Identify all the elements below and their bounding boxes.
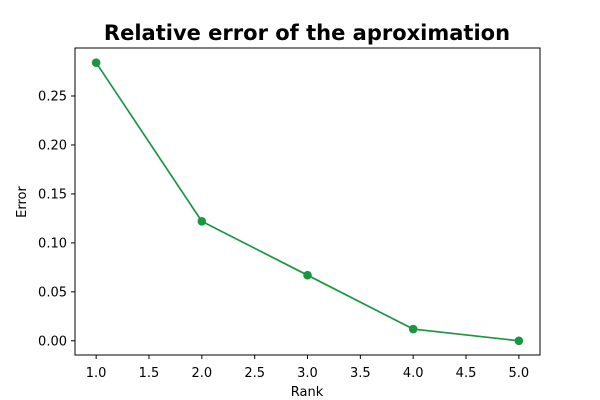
- x-tick-label: 2.5: [244, 366, 265, 381]
- x-tick-label: 4.5: [456, 366, 477, 381]
- y-tick-label: 0.00: [38, 334, 67, 349]
- x-tick-label: 5.0: [509, 366, 530, 381]
- y-tick-label: 0.10: [38, 236, 67, 251]
- data-point: [303, 270, 312, 280]
- x-axis-label: Rank: [291, 385, 324, 400]
- x-tick-label: 1.5: [139, 366, 160, 381]
- series-layer: [91, 58, 524, 346]
- plot-area-frame: [74, 47, 541, 356]
- data-point: [514, 336, 524, 346]
- y-axis-label: Error: [15, 186, 30, 218]
- x-tick-label: 3.0: [297, 366, 318, 381]
- y-tick-label: 0.05: [38, 285, 67, 300]
- series-line: [95, 62, 519, 342]
- chart-title: Relative error of the aproximation: [104, 21, 510, 45]
- x-axis: 1.0 1.5 2.0 2.5 3.0 3.5 4.0 4.5 5.0: [86, 355, 529, 381]
- x-tick-label: 3.5: [350, 366, 371, 381]
- x-tick-label: 1.0: [86, 366, 107, 381]
- data-point: [91, 58, 101, 67]
- data-point: [408, 324, 418, 334]
- x-tick-label: 4.0: [403, 366, 424, 381]
- x-tick-label: 2.0: [191, 366, 212, 381]
- y-axis: 0.00 0.05 0.10 0.15 0.20 0.25: [38, 89, 75, 349]
- y-tick-label: 0.25: [38, 89, 67, 104]
- data-point: [197, 217, 207, 226]
- y-tick-label: 0.20: [38, 138, 67, 153]
- y-tick-label: 0.15: [38, 187, 67, 202]
